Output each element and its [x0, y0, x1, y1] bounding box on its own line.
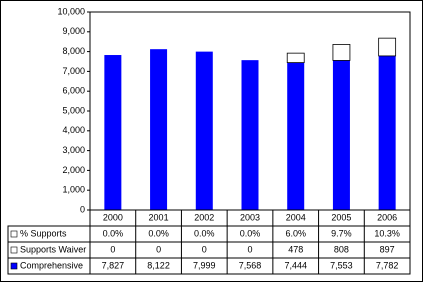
- table-value: 6.0%: [285, 228, 306, 238]
- y-tick-label: 8,000: [62, 46, 85, 56]
- y-tick-label: 7,000: [62, 66, 85, 76]
- bar: [332, 44, 351, 61]
- bar: [195, 51, 213, 211]
- table-value: 7,827: [102, 260, 125, 270]
- legend-label: % Supports: [20, 228, 67, 238]
- y-tick-label: 4,000: [62, 125, 85, 135]
- bar: [150, 49, 168, 210]
- x-tick-label: 2002: [194, 212, 214, 222]
- y-tick-label: 10,000: [57, 6, 85, 16]
- x-tick-label: 2001: [149, 212, 169, 222]
- table-value: 0.0%: [240, 228, 261, 238]
- table-value: 8,122: [147, 260, 170, 270]
- y-tick-label: 1,000: [62, 185, 85, 195]
- legend-swatch: [10, 230, 18, 238]
- y-tick-label: 2,000: [62, 165, 85, 175]
- table-value: 0.0%: [148, 228, 169, 238]
- table-value: 10.3%: [374, 228, 400, 238]
- x-tick-label: 2004: [286, 212, 306, 222]
- table-value: 7,999: [193, 260, 216, 270]
- legend-swatch: [10, 262, 18, 270]
- table-value: 7,782: [376, 260, 399, 270]
- legend-swatch: [10, 246, 18, 254]
- table-value: 7,568: [239, 260, 262, 270]
- legend-label: Comprehensive: [20, 260, 83, 270]
- table-value: 0: [156, 244, 161, 254]
- y-tick-label: 6,000: [62, 86, 85, 96]
- bar: [378, 55, 396, 211]
- y-tick-label: 3,000: [62, 145, 85, 155]
- bar: [287, 62, 305, 211]
- x-tick-label: 2005: [331, 212, 351, 222]
- legend-label: Supports Waiver: [20, 244, 86, 254]
- bar: [332, 60, 350, 211]
- table-value: 7,444: [284, 260, 307, 270]
- table-value: 478: [288, 244, 303, 254]
- table-value: 0: [110, 244, 115, 254]
- bar: [286, 52, 305, 64]
- y-tick-label: 9,000: [62, 26, 85, 36]
- table-value: 7,553: [330, 260, 353, 270]
- table-value: 0.0%: [194, 228, 215, 238]
- y-tick-label: 5,000: [62, 105, 85, 115]
- table-value: 0: [202, 244, 207, 254]
- table-value: 0: [247, 244, 252, 254]
- x-tick-label: 2003: [240, 212, 260, 222]
- y-tick-label: 0: [80, 204, 85, 214]
- x-tick-label: 2006: [377, 212, 397, 222]
- table-value: 9.7%: [331, 228, 352, 238]
- table-value: 897: [380, 244, 395, 254]
- bar: [104, 55, 122, 211]
- bar: [241, 60, 259, 211]
- table-value: 0.0%: [103, 228, 124, 238]
- x-tick-label: 2000: [103, 212, 123, 222]
- bar: [378, 37, 397, 57]
- table-value: 808: [334, 244, 349, 254]
